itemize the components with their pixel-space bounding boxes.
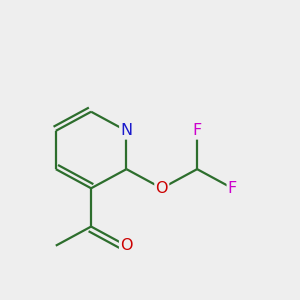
Text: N: N (120, 123, 133, 138)
Text: F: F (228, 181, 237, 196)
Text: O: O (155, 181, 168, 196)
Text: O: O (120, 238, 133, 253)
Text: F: F (193, 123, 202, 138)
